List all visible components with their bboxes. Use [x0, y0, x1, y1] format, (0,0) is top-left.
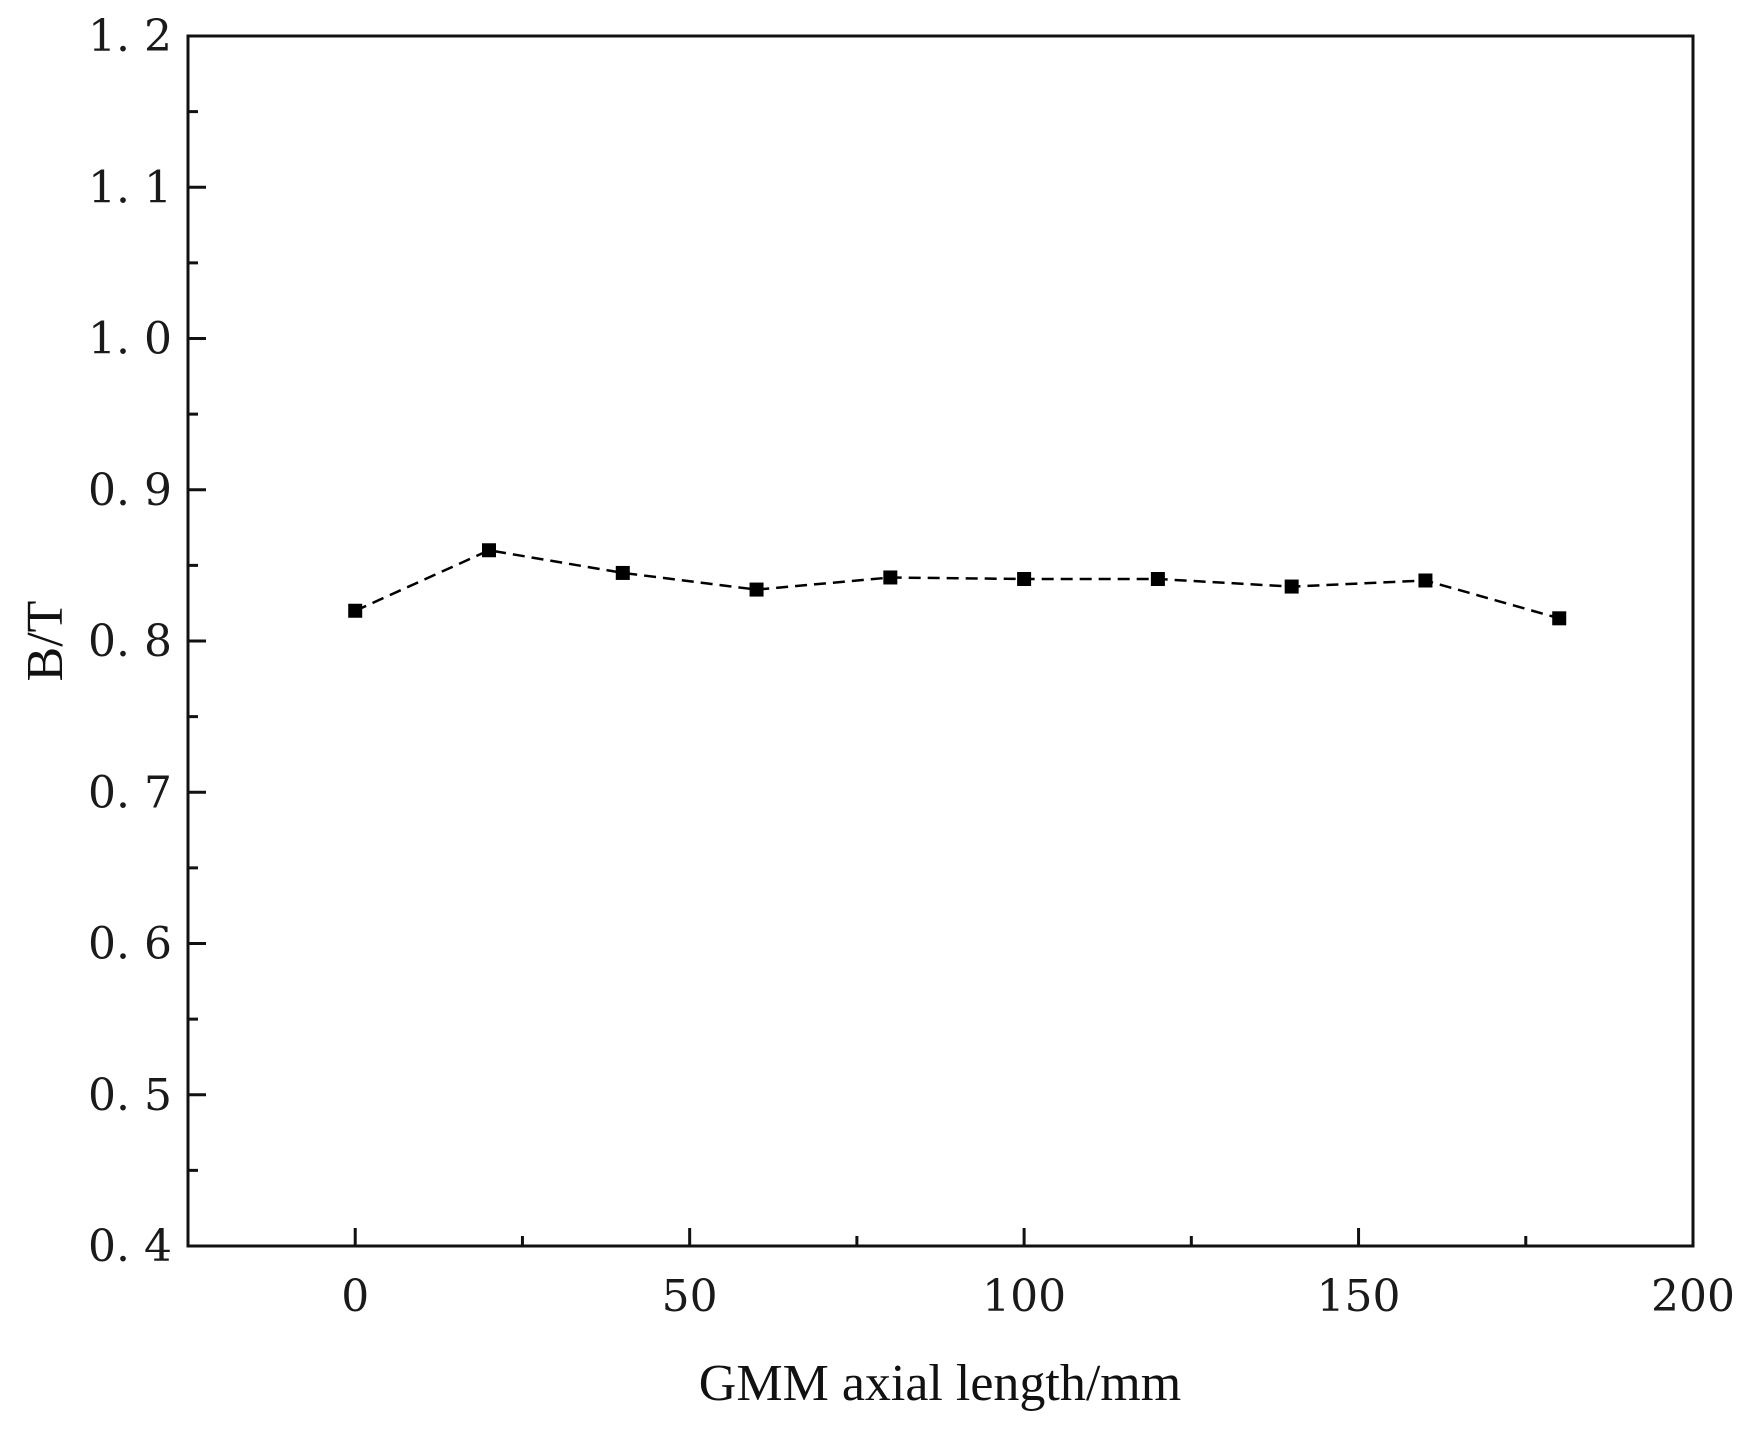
x-tick-label: 150: [1317, 1271, 1401, 1322]
x-tick-label: 50: [662, 1271, 718, 1322]
y-tick-label: 0. 5: [88, 1070, 172, 1121]
data-point: [1418, 573, 1433, 588]
x-axis-label: GMM axial length/mm: [699, 1355, 1181, 1412]
y-tick-label: 1. 0: [88, 314, 172, 365]
data-point: [1017, 571, 1032, 586]
y-axis-ticks: 0. 4 0. 5 0. 6 0. 7 0. 8 0. 9 1. 0 1. 1 1. 2: [88, 11, 206, 1272]
x-axis-ticks: 0 50 100 150 200: [341, 1228, 1735, 1322]
y-tick-label: 1. 2: [88, 11, 172, 62]
y-axis-label: B/T: [17, 601, 74, 682]
y-tick-label: 0. 9: [88, 465, 172, 516]
data-point: [615, 565, 630, 580]
data-point: [1150, 571, 1165, 586]
plot-frame: [186, 34, 1695, 1248]
y-tick-label: 0. 8: [88, 616, 172, 667]
y-tick-label: 1. 1: [88, 162, 172, 213]
x-tick-label: 100: [982, 1271, 1066, 1322]
y-tick-label: 0. 4: [88, 1221, 172, 1272]
x-tick-label: 200: [1651, 1271, 1735, 1322]
series-line: [354, 549, 1560, 620]
y-tick-label: 0. 7: [88, 767, 172, 818]
data-point: [348, 603, 363, 618]
x-tick-label: 0: [341, 1271, 369, 1322]
data-point: [482, 543, 496, 558]
data-point: [749, 582, 764, 597]
data-point: [1552, 611, 1567, 626]
y-tick-label: 0. 6: [88, 919, 172, 970]
data-point: [883, 570, 898, 585]
data-series: [348, 543, 1567, 626]
data-point: [1284, 579, 1299, 594]
